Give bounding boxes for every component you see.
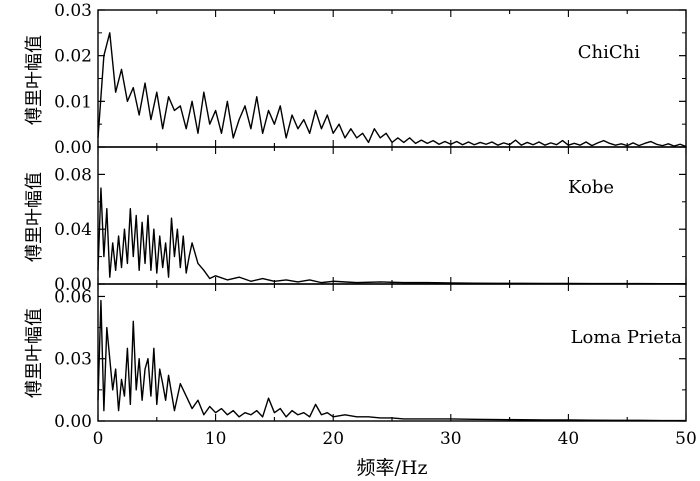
panel-loma-prieta-series-line xyxy=(97,299,686,422)
x-tick-label: 0 xyxy=(93,429,104,449)
x-axis-label: 频率/Hz xyxy=(357,457,428,479)
panel-chichi-series-line xyxy=(97,32,687,148)
panel-kobe-frame xyxy=(97,146,687,285)
panel-kobe: 傅里叶幅值 Kobe 0.00 0.04 0.08 xyxy=(24,146,687,295)
panel-chichi-ytick-label: 0.02 xyxy=(54,47,92,67)
panel-chichi-ylabel: 傅里叶幅值 xyxy=(24,35,45,125)
panel-loma-prieta-ytick-label: 0.00 xyxy=(54,412,92,432)
x-tick-label: 40 xyxy=(558,429,580,449)
panel-chichi-ytick-label: 0.00 xyxy=(54,138,92,158)
panel-loma-prieta-ytick-label: 0.06 xyxy=(54,287,92,307)
panel-loma-prieta-frame xyxy=(97,283,687,422)
x-tick-label: 50 xyxy=(675,429,697,449)
x-tick-label: 10 xyxy=(205,429,227,449)
panel-loma-prieta-ytick-label: 0.03 xyxy=(54,350,92,370)
panel-kobe-ytick-label: 0.00 xyxy=(54,275,92,295)
panel-chichi-ytick-label: 0.01 xyxy=(54,92,92,112)
panel-chichi-ytick-label: 0.03 xyxy=(54,1,92,21)
panel-loma-prieta: 傅里叶幅值 Loma Prieta 0.00 0.03 0.06 xyxy=(24,283,687,432)
panel-kobe-series-line xyxy=(97,187,686,285)
panel-kobe-ytick-label: 0.08 xyxy=(54,165,92,185)
panel-loma-prieta-series-label: Loma Prieta xyxy=(571,327,683,348)
x-tick-label: 30 xyxy=(440,429,462,449)
panel-chichi: 傅里叶幅值 ChiChi 0.00 0.01 0.02 0.03 xyxy=(24,1,687,158)
panel-chichi-series-label: ChiChi xyxy=(578,42,640,63)
panel-loma-prieta-ylabel: 傅里叶幅值 xyxy=(24,308,45,398)
panel-kobe-ytick-label: 0.04 xyxy=(54,220,92,240)
panel-kobe-ylabel: 傅里叶幅值 xyxy=(24,172,45,262)
panel-kobe-series-label: Kobe xyxy=(568,177,614,198)
x-tick-label: 20 xyxy=(322,429,344,449)
x-axis: 频率/Hz 0 10 20 30 40 50 xyxy=(93,429,697,479)
